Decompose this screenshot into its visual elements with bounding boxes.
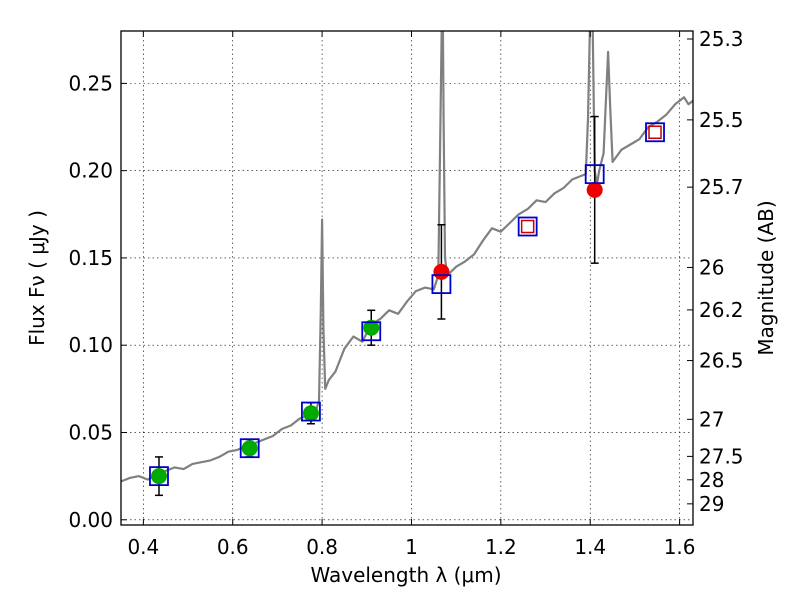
x-tick-label: 0.8 — [306, 535, 338, 559]
grid-lines — [121, 31, 693, 525]
y-axis-label: Flux Fν ( μJy ) — [25, 210, 49, 346]
mag-tick-label: 27 — [699, 407, 724, 431]
mag-tick-label: 26 — [699, 255, 724, 279]
mag-tick-label: 29 — [699, 492, 724, 516]
y-axis-right-label: Magnitude (AB) — [754, 200, 778, 355]
y-tick-label: 0.25 — [68, 71, 113, 95]
green-data-point — [302, 405, 319, 422]
red-open-square — [520, 219, 535, 234]
green-data-point — [241, 440, 258, 457]
axis-ticks: 0.4 0.6 0.8 1 1.2 1.4 1.6 0.00 0.05 0.10 0.15 0.20 0… — [68, 27, 743, 559]
mag-tick-label: 26.5 — [699, 349, 744, 373]
mag-tick-label: 25.5 — [699, 108, 744, 132]
x-tick-label: 0.6 — [217, 535, 249, 559]
red-data-point — [586, 181, 603, 198]
plot-area — [121, 31, 693, 497]
x-tick-label: 1.6 — [664, 535, 696, 559]
plot-frame — [120, 30, 694, 526]
blue-model-square — [361, 321, 382, 342]
y-tick-label: 0.15 — [68, 246, 113, 270]
y-tick-label: 0.00 — [68, 508, 113, 532]
x-tick-label: 1.4 — [574, 535, 606, 559]
x-tick-label: 1 — [405, 535, 418, 559]
green-data-point — [363, 319, 380, 336]
red-data-point — [433, 263, 450, 280]
y-tick-label: 0.20 — [68, 159, 113, 183]
blue-model-square — [301, 401, 321, 422]
y-tick-label: 0.05 — [68, 420, 113, 444]
green-data-point — [150, 468, 167, 485]
blue-model-square — [584, 164, 605, 185]
x-tick-label: 1.2 — [485, 535, 517, 559]
mag-tick-label: 25.3 — [699, 27, 744, 51]
x-tick-label: 0.4 — [127, 535, 159, 559]
blue-model-square — [645, 122, 665, 143]
mag-tick-label: 28 — [699, 468, 724, 492]
blue-model-square — [431, 274, 452, 295]
blue-model-square — [149, 466, 169, 487]
mag-tick-label: 25.7 — [699, 175, 744, 199]
mag-tick-label: 27.5 — [699, 444, 744, 468]
blue-model-square — [239, 438, 260, 459]
red-open-square — [648, 125, 662, 139]
x-axis-label: Wavelength λ (μm) — [310, 563, 501, 587]
mag-tick-label: 26.2 — [699, 298, 744, 322]
blue-model-square — [517, 216, 538, 237]
y-tick-label: 0.10 — [68, 333, 113, 357]
